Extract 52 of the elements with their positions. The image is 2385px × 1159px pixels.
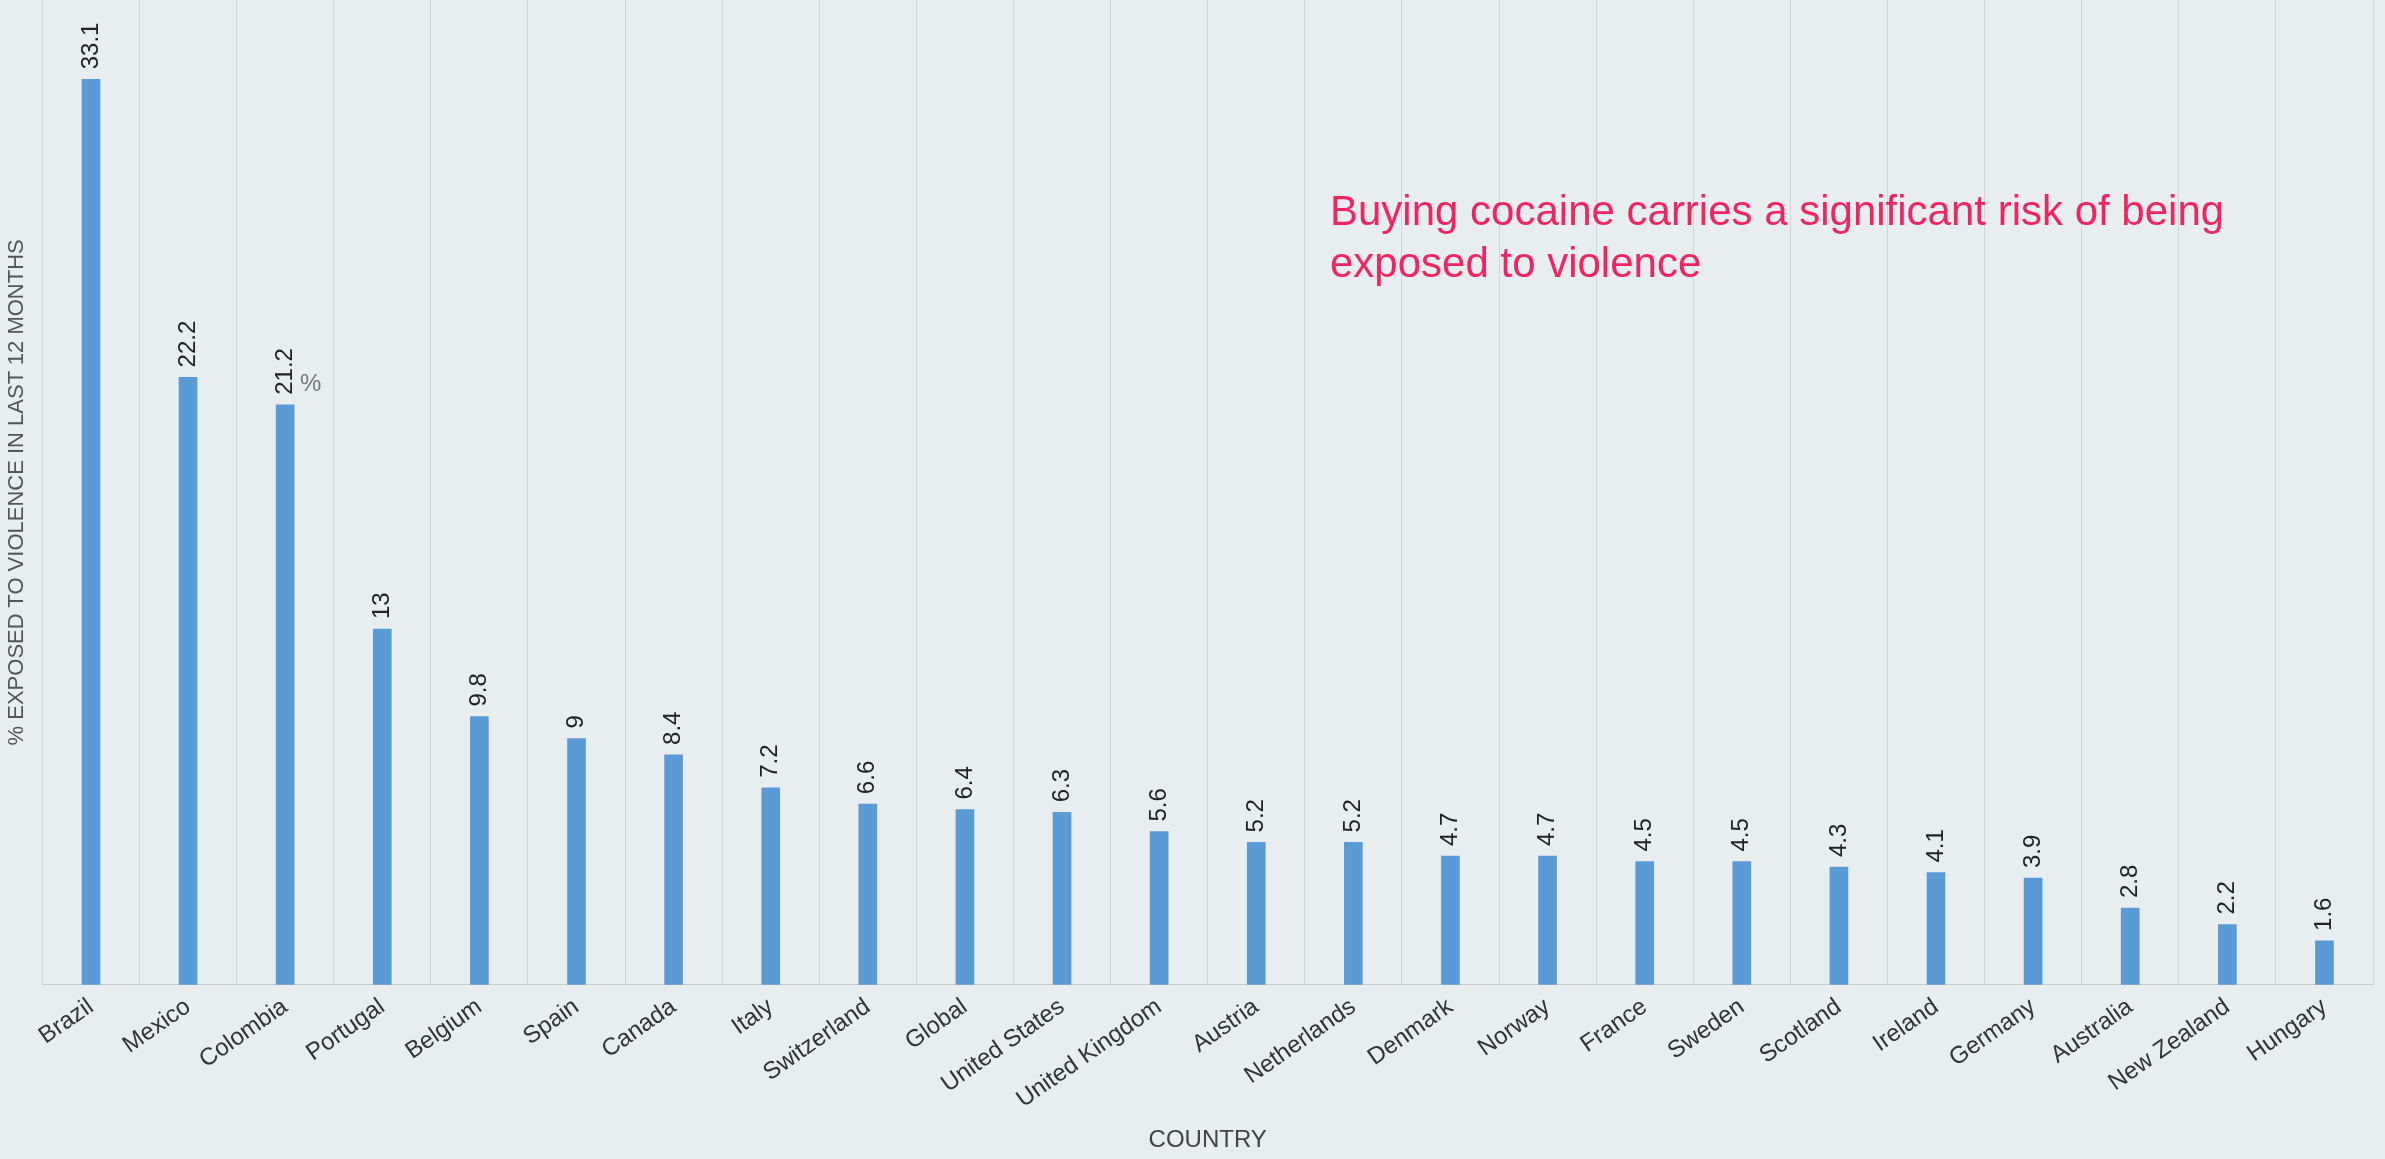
bar bbox=[1829, 866, 1849, 985]
bar bbox=[2315, 940, 2334, 985]
bar bbox=[664, 754, 683, 985]
bar bbox=[2120, 907, 2140, 985]
data-label: 33.1 bbox=[75, 22, 103, 70]
data-label: 6.3 bbox=[1046, 768, 1074, 803]
data-label: 1.6 bbox=[2309, 897, 2337, 931]
data-label: 4.3 bbox=[1823, 823, 1851, 858]
bar bbox=[1052, 812, 1072, 985]
annotation: % bbox=[300, 368, 323, 398]
data-label: 2.8 bbox=[2114, 864, 2142, 899]
data-label: 7.2 bbox=[755, 744, 783, 778]
bar bbox=[2023, 877, 2043, 985]
bar bbox=[955, 809, 975, 985]
bar bbox=[1538, 855, 1557, 985]
data-label: 5.6 bbox=[1143, 788, 1171, 822]
data-label: 8.4 bbox=[658, 711, 686, 745]
data-label: 4.5 bbox=[1629, 818, 1657, 852]
bar bbox=[1635, 861, 1655, 985]
bar bbox=[567, 738, 586, 985]
data-label: 13 bbox=[366, 592, 394, 620]
data-label: 4.1 bbox=[1920, 829, 1948, 863]
bar bbox=[372, 628, 392, 985]
bar bbox=[1246, 842, 1266, 985]
annotation: Buying cocaine carries a significant risk of being exposed to violence bbox=[1330, 186, 2226, 288]
data-label: 5.2 bbox=[1240, 799, 1268, 833]
data-label: 21.2 bbox=[269, 348, 297, 395]
data-label: 6.6 bbox=[852, 760, 880, 795]
data-label: 2.2 bbox=[2211, 881, 2239, 915]
bar bbox=[81, 78, 101, 985]
bar bbox=[1732, 861, 1752, 985]
bar bbox=[2218, 924, 2237, 985]
bar bbox=[178, 377, 198, 985]
data-label: 4.7 bbox=[1532, 812, 1560, 847]
bar bbox=[1149, 831, 1169, 985]
data-label: 4.5 bbox=[1726, 818, 1754, 852]
y-axis-title: % EXPOSED TO VIOLENCE IN LAST 12 MONTHS bbox=[3, 239, 29, 746]
data-label: 5.2 bbox=[1337, 799, 1365, 833]
bar bbox=[1926, 872, 1946, 985]
data-label: 9 bbox=[561, 715, 589, 729]
data-label: 4.7 bbox=[1435, 812, 1463, 847]
bar bbox=[470, 716, 489, 985]
data-label: 9.8 bbox=[464, 673, 492, 707]
data-label: 22.2 bbox=[172, 320, 200, 368]
data-label: 3.9 bbox=[2017, 834, 2045, 868]
bar bbox=[761, 787, 781, 985]
bar bbox=[1441, 855, 1460, 985]
bar bbox=[275, 404, 295, 985]
bar bbox=[858, 803, 878, 985]
x-axis-title: COUNTRY bbox=[1148, 1125, 1267, 1153]
data-label: 6.4 bbox=[949, 766, 977, 800]
bar bbox=[1344, 842, 1363, 985]
